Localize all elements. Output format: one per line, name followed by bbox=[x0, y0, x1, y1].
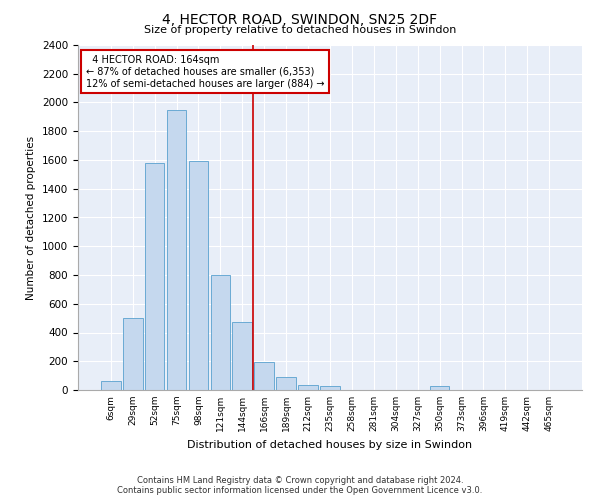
Bar bbox=[101, 382, 121, 390]
Bar bbox=[298, 385, 318, 390]
Bar bbox=[254, 362, 274, 390]
Y-axis label: Number of detached properties: Number of detached properties bbox=[26, 136, 37, 300]
Bar bbox=[430, 386, 449, 390]
Text: Contains public sector information licensed under the Open Government Licence v3: Contains public sector information licen… bbox=[118, 486, 482, 495]
Bar bbox=[167, 110, 187, 390]
X-axis label: Distribution of detached houses by size in Swindon: Distribution of detached houses by size … bbox=[187, 440, 473, 450]
Text: Contains HM Land Registry data © Crown copyright and database right 2024.: Contains HM Land Registry data © Crown c… bbox=[137, 476, 463, 485]
Bar bbox=[276, 377, 296, 390]
Bar bbox=[211, 275, 230, 390]
Bar bbox=[145, 163, 164, 390]
Bar bbox=[123, 318, 143, 390]
Text: Size of property relative to detached houses in Swindon: Size of property relative to detached ho… bbox=[144, 25, 456, 35]
Bar bbox=[320, 386, 340, 390]
Bar bbox=[232, 322, 252, 390]
Text: 4, HECTOR ROAD, SWINDON, SN25 2DF: 4, HECTOR ROAD, SWINDON, SN25 2DF bbox=[163, 12, 437, 26]
Bar bbox=[188, 162, 208, 390]
Text: 4 HECTOR ROAD: 164sqm
← 87% of detached houses are smaller (6,353)
12% of semi-d: 4 HECTOR ROAD: 164sqm ← 87% of detached … bbox=[86, 56, 324, 88]
